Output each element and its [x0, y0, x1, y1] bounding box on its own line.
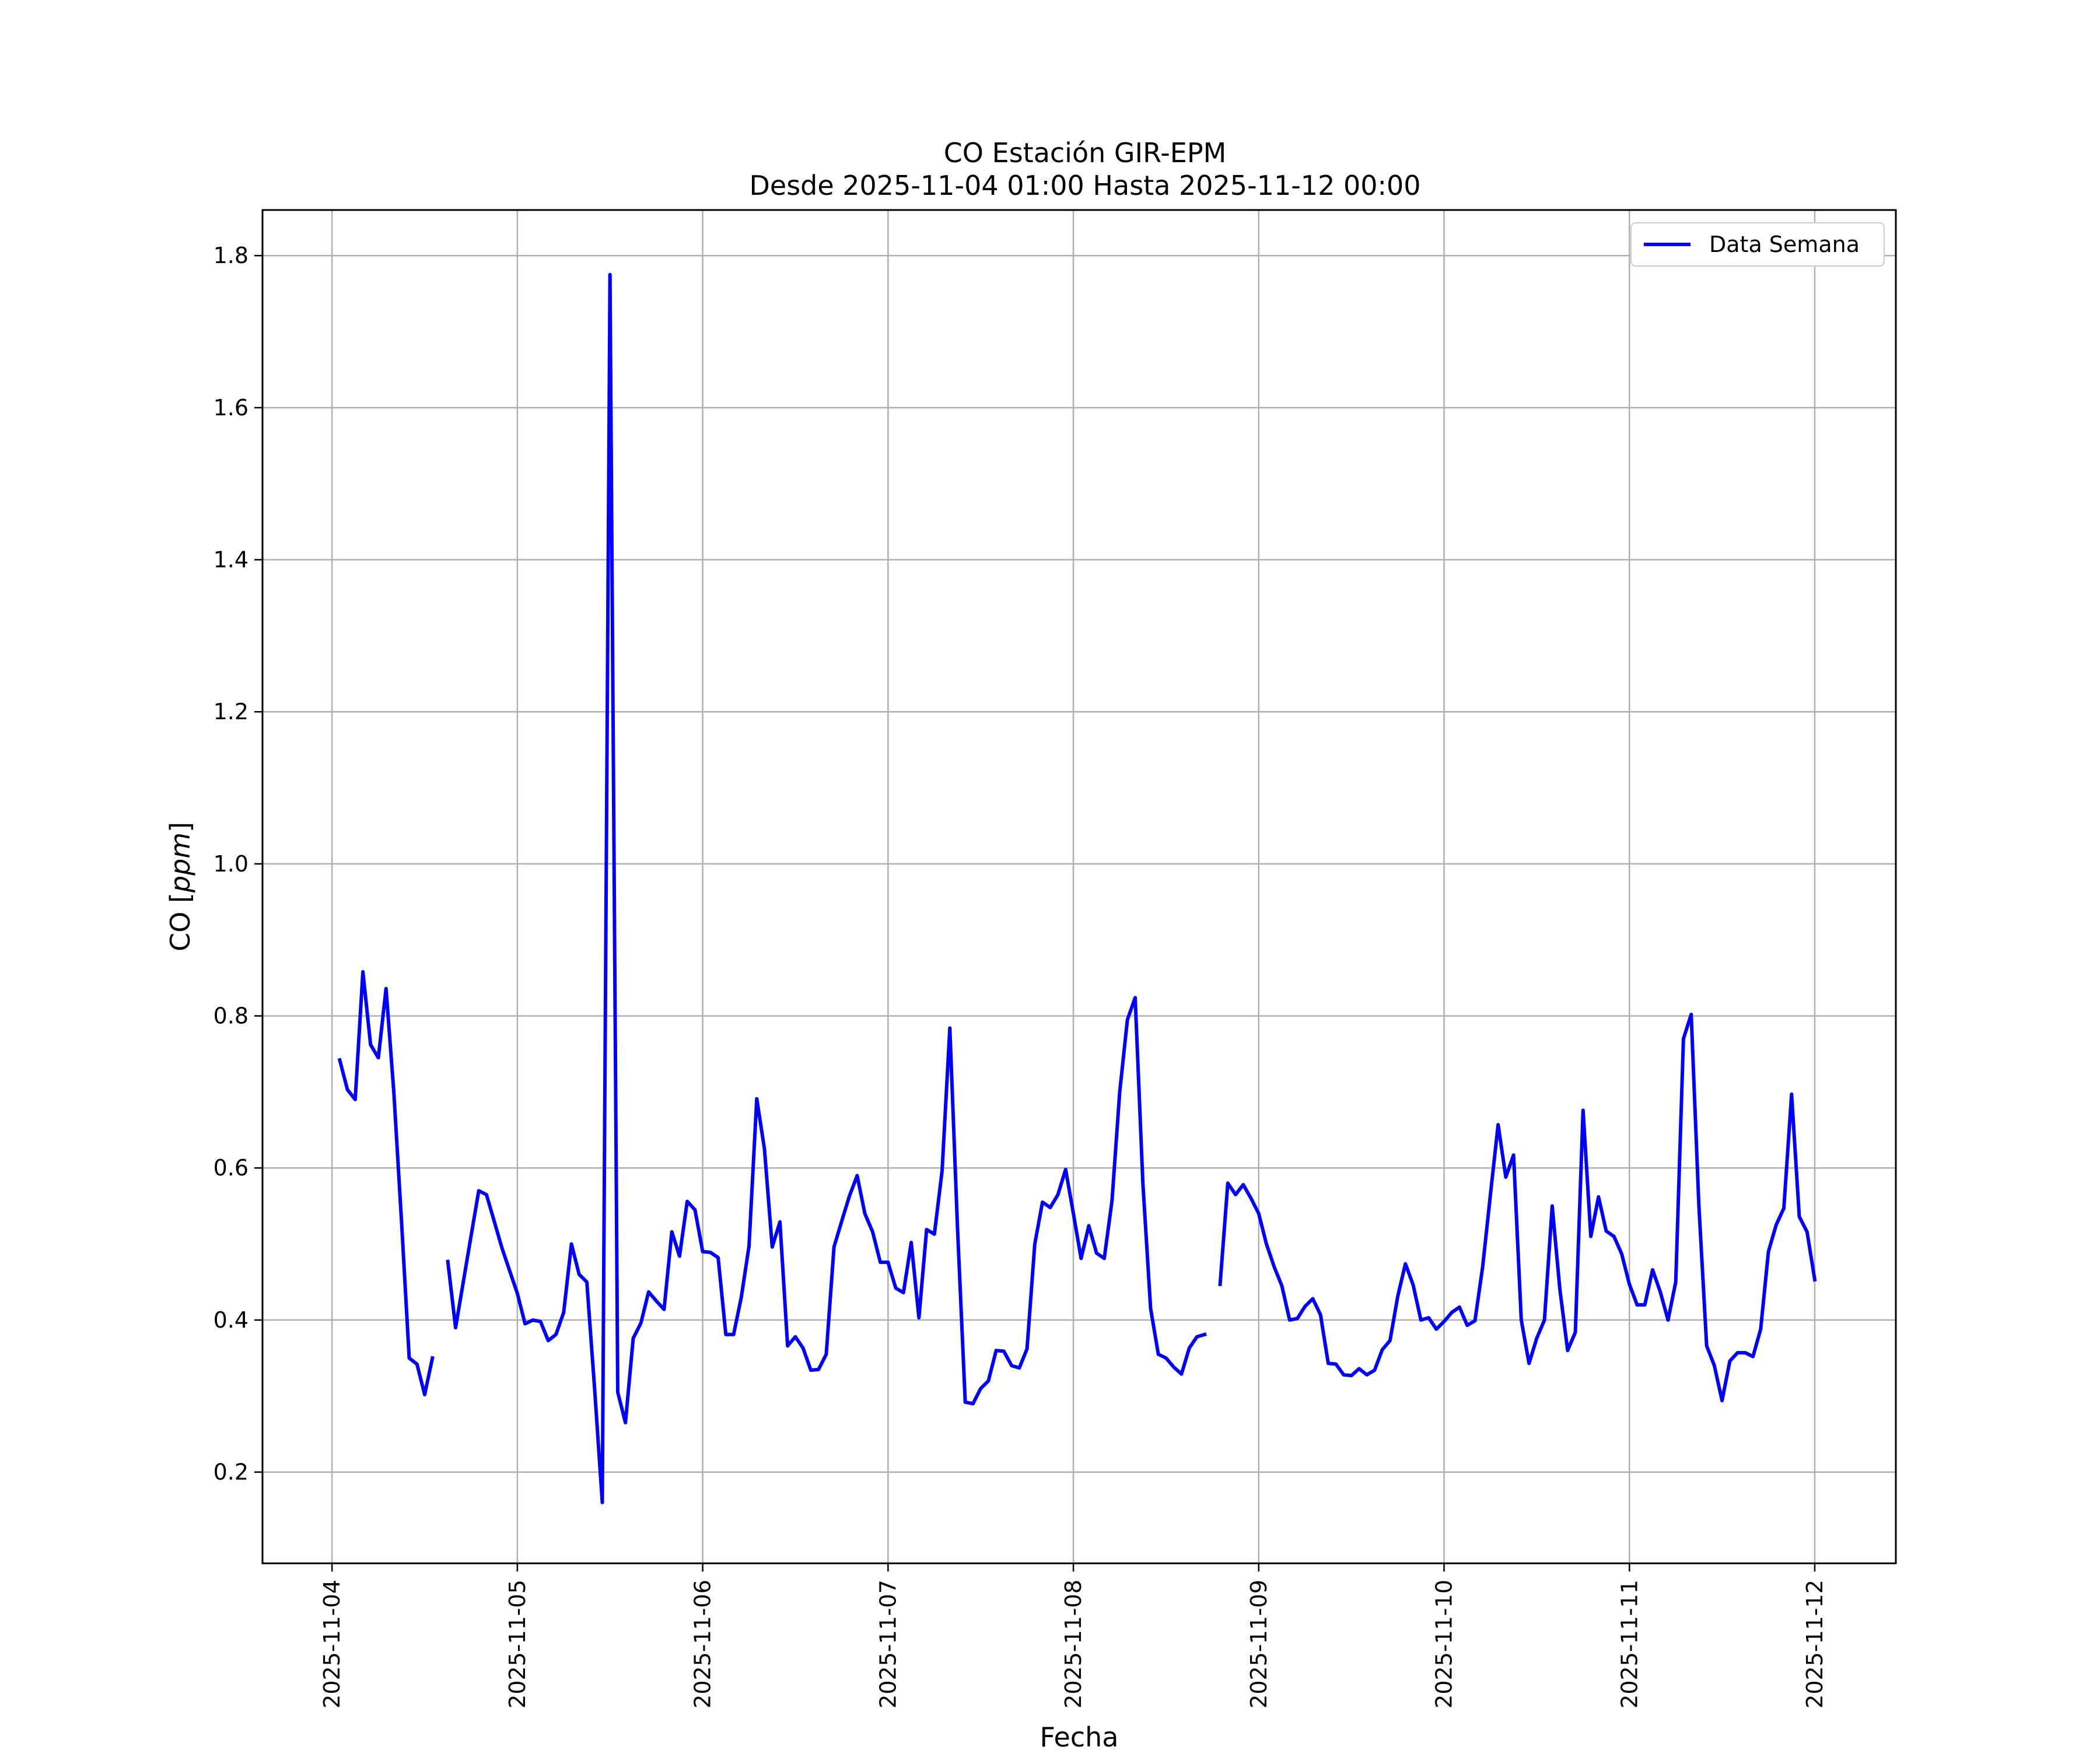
x-tick-label: 2025-11-07: [875, 1580, 901, 1709]
legend-label: Data Semana: [1709, 232, 1860, 257]
series-line-segment-2: [446, 272, 1207, 1504]
chart-subtitle: Desde 2025-11-04 01:00 Hasta 2025-11-12 …: [749, 170, 1420, 201]
y-tick-label: 1.6: [214, 395, 249, 421]
grid-lines: [262, 210, 1896, 1563]
x-tick-label: 2025-11-08: [1060, 1580, 1086, 1709]
y-tick-label: 1.0: [214, 851, 249, 877]
x-axis-label: Fecha: [1040, 1721, 1119, 1750]
y-axis-label: CO [ppm]: [164, 822, 196, 951]
y-tick-label: 1.2: [214, 699, 249, 724]
y-tick-label: 0.4: [214, 1307, 249, 1333]
plot-area-frame: [261, 209, 1897, 1564]
x-axis-ticks: 2025-11-04 2025-11-05 2025-11-06 2025-11-07…: [319, 1563, 1828, 1709]
legend: Data Semana: [1630, 222, 1885, 267]
y-tick-label: 0.8: [214, 1003, 249, 1029]
y-tick-label: 0.2: [214, 1460, 249, 1485]
chart-title: CO Estación GIR-EPM: [944, 137, 1227, 169]
y-axis-ticks: 0.2 0.4 0.6 0.8 1.0 1.2 1.4 1.6 1.8: [214, 243, 262, 1485]
y-axis-label-base: CO [: [164, 892, 196, 951]
x-tick-label: 2025-11-11: [1616, 1580, 1642, 1709]
legend-box: [1630, 222, 1885, 267]
y-axis-label-close: ]: [164, 822, 196, 832]
x-tick-label: 2025-11-04: [319, 1580, 345, 1709]
x-tick-label: 2025-11-12: [1802, 1580, 1828, 1709]
x-tick-label: 2025-11-06: [690, 1580, 716, 1709]
series-line-segment-3: [1218, 1013, 1817, 1403]
y-tick-label: 0.6: [214, 1155, 249, 1181]
series-line-segment-1: [337, 970, 435, 1396]
x-tick-label: 2025-11-09: [1246, 1580, 1272, 1709]
x-tick-label: 2025-11-10: [1432, 1580, 1457, 1709]
y-tick-label: 1.8: [214, 243, 249, 268]
series-data-semana: [337, 272, 1817, 1504]
y-tick-label: 1.4: [214, 547, 249, 573]
y-axis-label-unit: ppm: [164, 832, 196, 893]
x-tick-label: 2025-11-05: [505, 1580, 530, 1709]
